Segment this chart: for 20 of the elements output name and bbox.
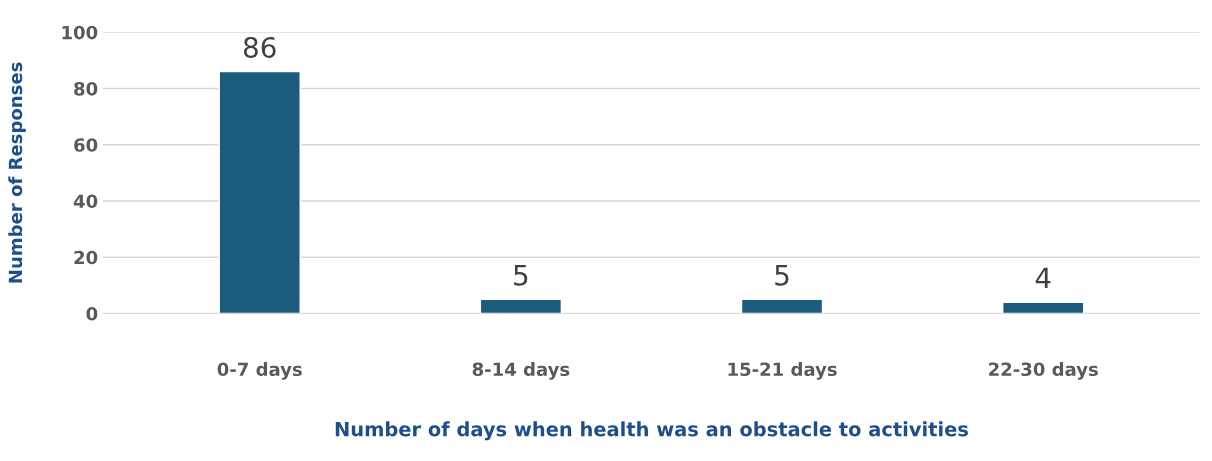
bar	[218, 70, 301, 314]
data-label: 86	[243, 36, 276, 58]
y-tick-label: 100	[62, 25, 98, 40]
x-tick-label: 0-7 days	[217, 362, 302, 380]
y-tick-label: 60	[74, 138, 98, 152]
bar	[479, 298, 563, 314]
y-tick-label: 40	[73, 194, 98, 209]
y-axis-title: Number of Responses	[8, 62, 26, 283]
y-tick-label: 0	[86, 306, 98, 321]
x-tick-label: 8-14 days	[472, 362, 570, 380]
data-label: 4	[1035, 267, 1051, 289]
y-tick-label: 20	[74, 250, 98, 265]
bar	[1002, 301, 1085, 314]
x-axis-title: Number of days when health was an obstacle to activities	[335, 421, 968, 441]
bar	[740, 298, 824, 314]
x-tick-label: 15-21 days	[728, 362, 837, 380]
data-label: 5	[514, 265, 528, 286]
y-tick-label: 80	[74, 81, 98, 96]
x-tick-label: 22-30 days	[989, 362, 1098, 380]
data-label: 5	[775, 265, 789, 286]
